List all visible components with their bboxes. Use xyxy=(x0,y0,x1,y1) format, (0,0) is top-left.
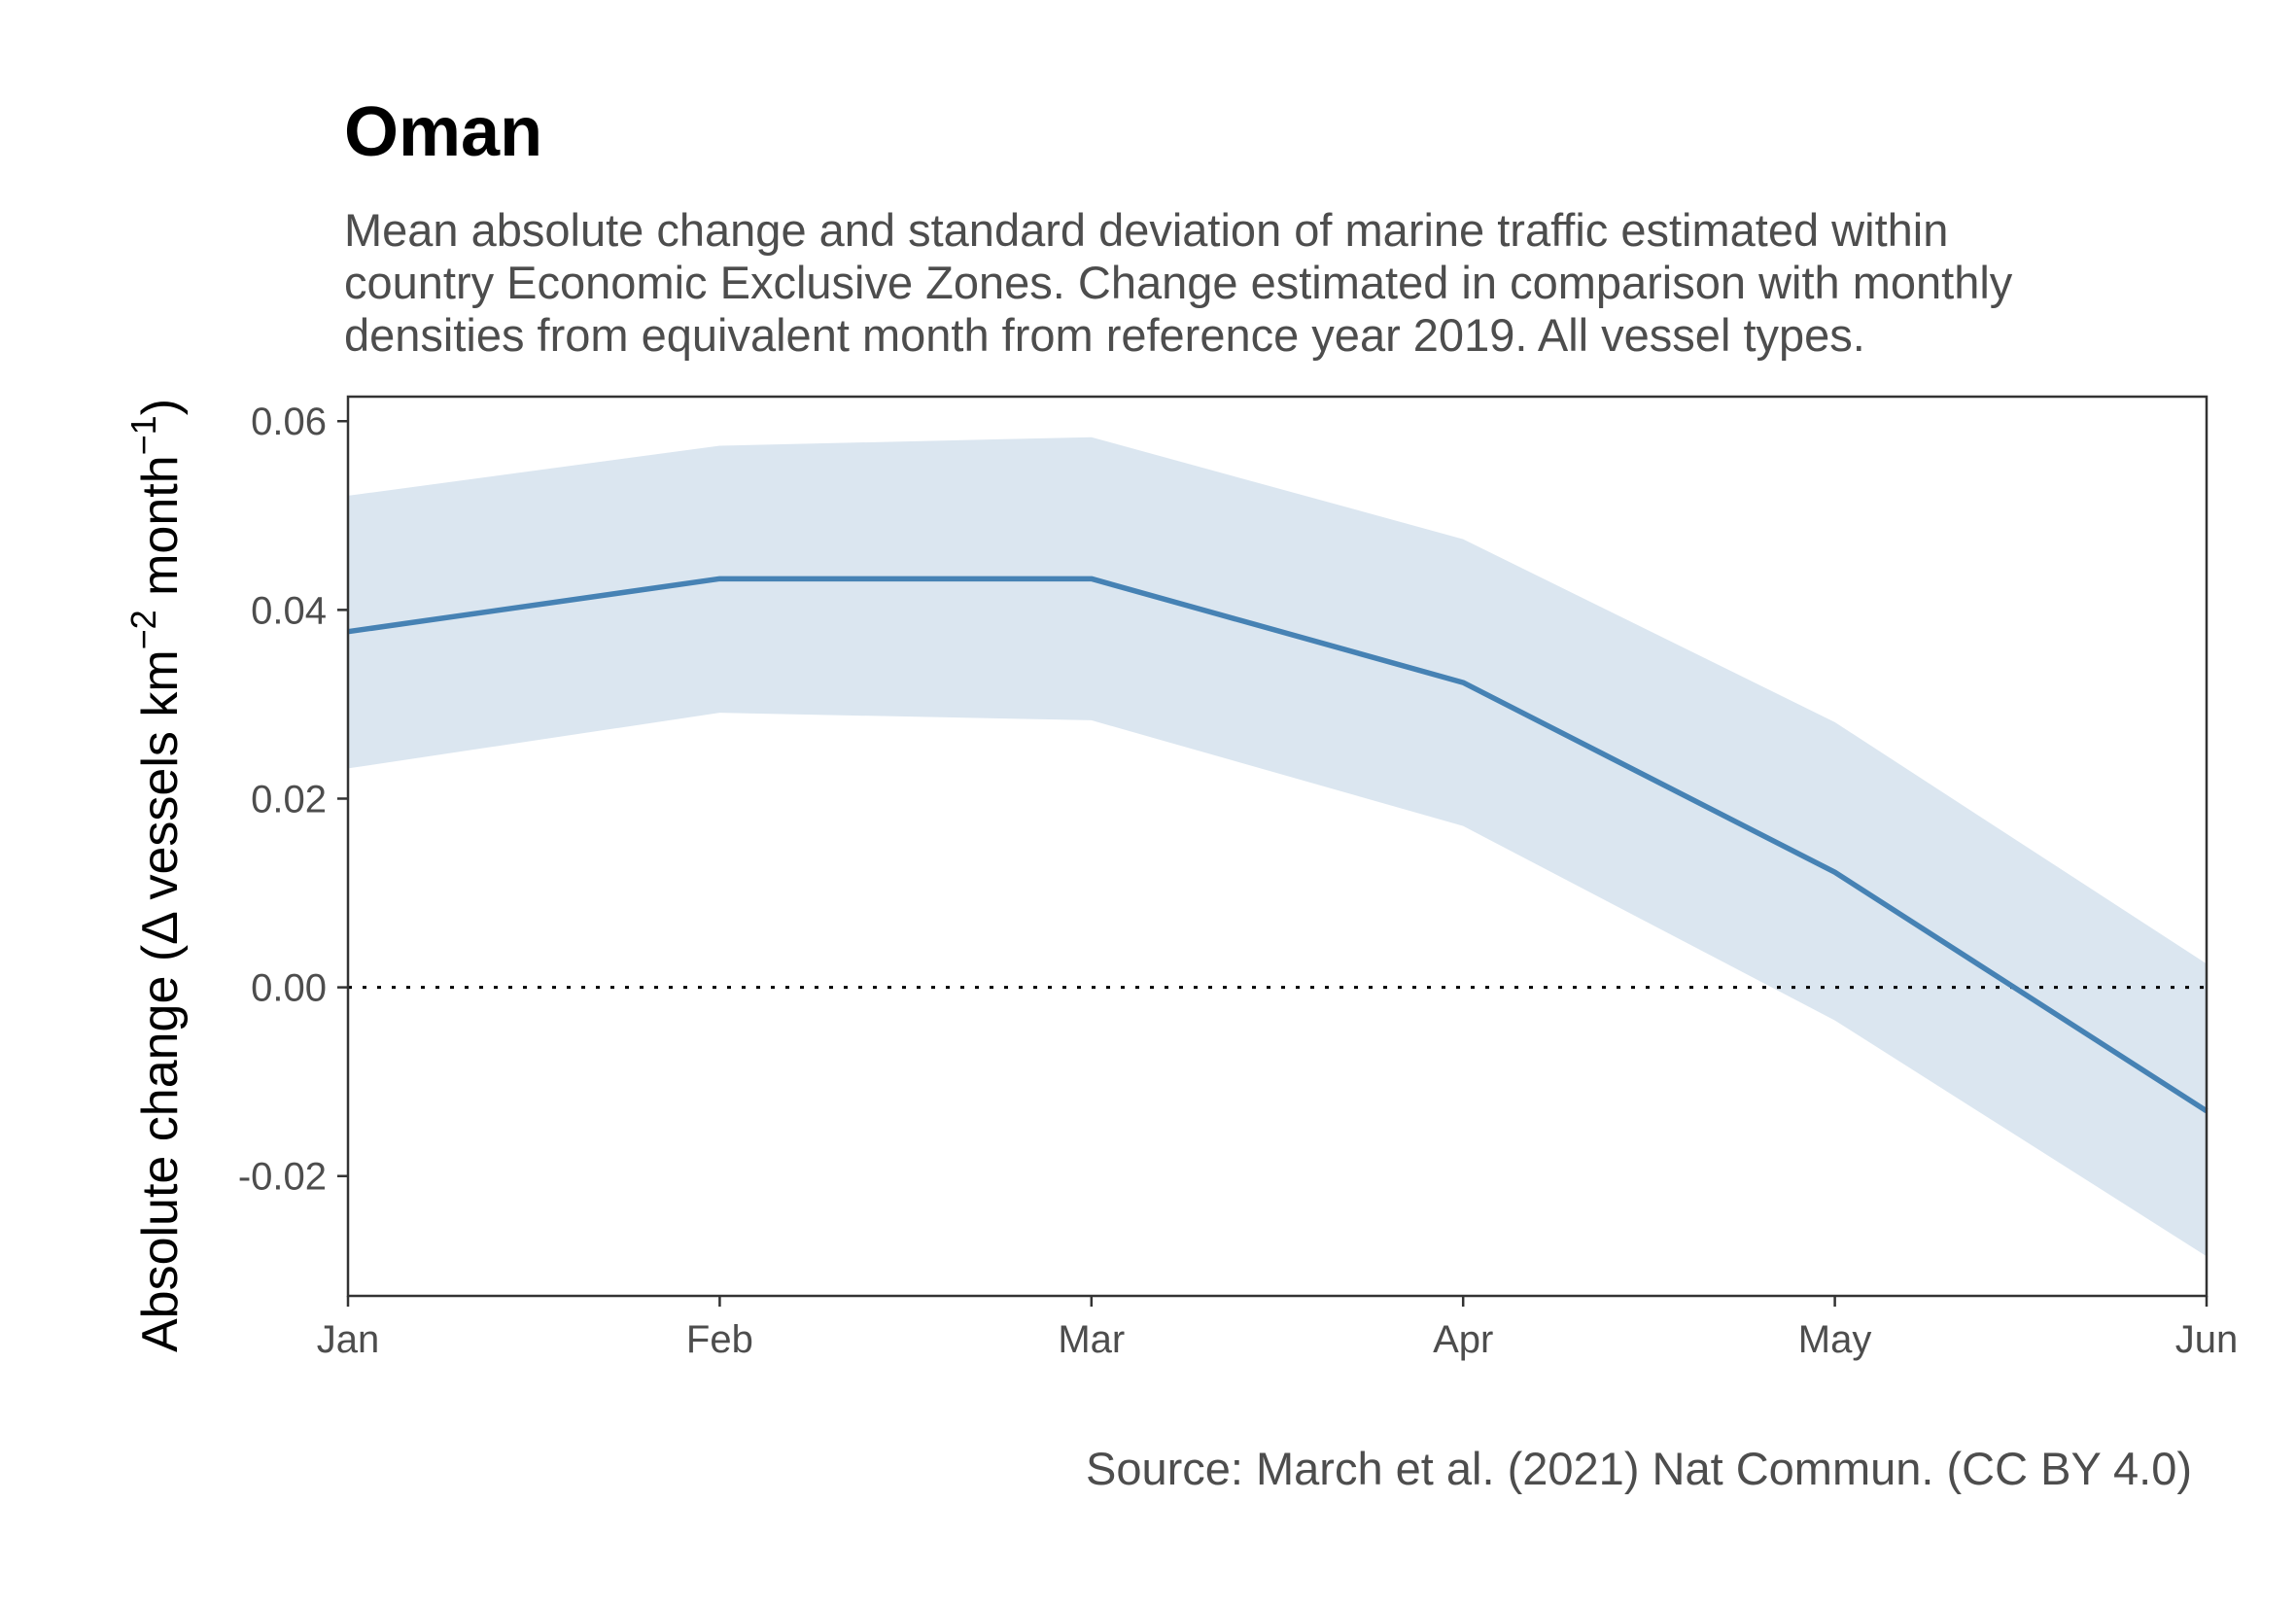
y-axis-title-prefix: Absolute change ( xyxy=(132,944,189,1352)
y-axis-title-text1: vessels km xyxy=(132,649,189,914)
y-axis-title-sup2: −1 xyxy=(123,415,163,455)
y-tick-label: 0.02 xyxy=(251,778,327,821)
y-axis-title-delta: Δ xyxy=(132,912,189,945)
x-tick-label: Feb xyxy=(686,1318,753,1361)
y-tick-label: 0.04 xyxy=(251,589,327,632)
subtitle-line-1: Mean absolute change and standard deviat… xyxy=(344,204,1949,256)
y-tick-label: 0.06 xyxy=(251,401,327,443)
y-tick-label: 0.00 xyxy=(251,967,327,1010)
x-tick-label: Jan xyxy=(317,1318,380,1361)
y-axis-title-sup1: −2 xyxy=(123,610,163,649)
x-tick-label: Jun xyxy=(2175,1318,2239,1361)
chart-caption: Source: March et al. (2021) Nat Commun. … xyxy=(1085,1443,2192,1494)
panel-border xyxy=(346,395,2209,1298)
x-tick-label: Mar xyxy=(1058,1318,1125,1361)
x-tick-label: May xyxy=(1798,1318,1872,1361)
y-tick-label: -0.02 xyxy=(238,1156,327,1199)
y-axis-title-text2: month xyxy=(132,455,189,610)
y-axis-title: Absolute change (Δ vessels km−2 month−1) xyxy=(123,399,189,1352)
x-tick-label: Apr xyxy=(1433,1318,1493,1361)
chart-subtitle: Mean absolute change and standard deviat… xyxy=(344,204,2191,362)
mean-line xyxy=(347,576,2209,1114)
sd-ribbon xyxy=(348,437,2207,1257)
x-axis: Jan Feb Mar Apr May Jun xyxy=(317,1296,2239,1361)
y-axis: 0.06 0.04 0.02 0.00 -0.02 xyxy=(238,401,348,1199)
subtitle-line-3: densities from equivalent month from ref… xyxy=(344,309,1865,361)
subtitle-line-2: country Economic Exclusive Zones. Change… xyxy=(344,257,2013,308)
chart-title: Oman xyxy=(344,93,543,171)
y-axis-title-suffix: ) xyxy=(132,399,189,415)
